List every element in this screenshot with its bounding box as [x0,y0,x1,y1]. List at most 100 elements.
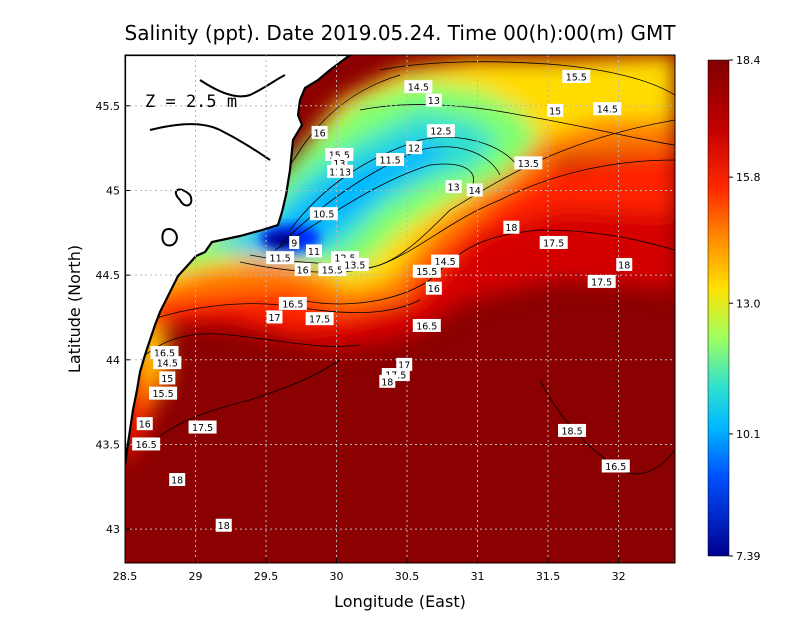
contour-label: 11.5 [380,155,401,166]
contour-label-box [593,102,622,116]
contour-label-box [562,70,591,84]
contour-label-box [547,103,564,117]
contour-label-box [412,264,441,278]
contour-label: 18 [381,377,393,388]
contour-label: 14.5 [408,83,429,94]
contour-label-box [318,263,347,277]
contour-label: 17.5 [309,315,330,326]
contour-label-box [412,318,441,332]
contour-label: 17 [398,360,410,371]
y-tick-label: 45 [106,184,120,197]
contour-label: 14.5 [435,257,456,268]
contour-label: 14.5 [157,359,178,370]
contour-label: 18 [618,260,630,271]
contour-label: 13 [339,167,351,178]
contour-label-box [132,437,161,451]
contour-label: 15.5 [152,389,173,400]
contour-label-box [539,235,568,249]
contour-label-box [305,312,334,326]
contour-label-box [278,296,307,310]
contour-label: 13 [448,183,460,194]
contour-label-box [406,141,423,155]
contour-label: 18 [171,476,183,487]
y-axis-label: Latitude (North) [65,245,84,373]
contour-label-box [305,244,322,258]
contour-label: 16.5 [136,440,157,451]
contour-label-box [266,310,283,324]
contour-label: 9 [291,238,297,249]
contour-label-box [289,235,300,249]
contour-label: 11 [308,247,320,258]
x-tick-label: 28.5 [113,570,138,583]
contour-label-box [159,371,176,385]
contour-label: 17.5 [543,238,564,249]
contour-label: 17.5 [385,371,406,382]
contour-label: 10.5 [313,210,334,221]
contour-label-box [425,93,442,107]
contour-label-box [558,423,587,437]
contour-label: 15 [549,106,561,117]
contour-label: 16 [139,420,151,431]
contour-label: 15 [161,374,173,385]
contour-label: 16.5 [416,321,437,332]
contour-label: 13 [428,96,440,107]
contour-label: 14 [469,186,481,197]
contour-label-box [215,518,232,532]
contour-label: 18 [218,521,230,532]
contour-label: 18.5 [561,426,582,437]
contour-label-box [150,346,179,360]
land-mass [125,55,352,466]
contour-label-box [136,417,153,431]
contour-label-box [601,459,630,473]
map-title: Salinity (ppt). Date 2019.05.24. Time 00… [125,21,677,45]
contour-label: 17 [268,313,280,324]
plot-frame [124,54,676,564]
contour-label: 13.5 [344,260,365,271]
contour-label-box [503,220,520,234]
x-tick-label: 30.5 [395,570,420,583]
depth-label: Z = 2.5 m [145,92,237,112]
y-tick-label: 43 [106,523,120,536]
contour-label-box [466,183,483,197]
contour-label-box [425,281,442,295]
contour-label-box [311,125,328,139]
contour-label-box [153,356,182,370]
x-axis-label: Longitude (East) [334,592,466,611]
contour-label-box [169,473,186,487]
contour-label: 16 [314,128,326,139]
contour-label: 16 [428,284,440,295]
contour-label-box [309,207,338,221]
contour-label-box [188,420,217,434]
contour-label: 13 [333,159,345,170]
colorbar-tick-label: 15.8 [736,171,761,184]
contour-label: 12.5 [430,127,451,138]
contour-label: 15.5 [416,267,437,278]
contour-label: 16.5 [605,462,626,473]
contour-label-box [404,80,433,94]
x-tick-label: 30 [330,570,344,583]
contour-label-box [340,257,369,271]
contour-label-box [426,124,455,138]
axes: 28.5 29 29.5 30 30.5 31 31.5 32 43 43.5 44 44.5 45 45… [96,100,626,583]
contour-label: 11 [329,167,341,178]
contour-label-box [514,156,543,170]
contour-label-box [266,251,295,265]
colorbar-tick-label: 13.0 [736,297,761,310]
x-tick-label: 31.5 [536,570,561,583]
contour-label: 15.5 [322,266,343,277]
contour-label-box [616,257,633,271]
colorbar-tick-label: 10.1 [736,428,761,441]
x-tick-label: 31 [471,570,485,583]
contour-label: 17.5 [192,423,213,434]
contour-label-box [294,263,311,277]
contour-label: 15.5 [329,150,350,161]
contour-label: 14.5 [597,105,618,116]
contour-label-box [379,374,396,388]
contour-label-box [396,357,413,371]
contour-label-box [587,274,616,288]
contour-label: 18 [505,223,517,234]
y-tick-label: 43.5 [96,438,121,451]
